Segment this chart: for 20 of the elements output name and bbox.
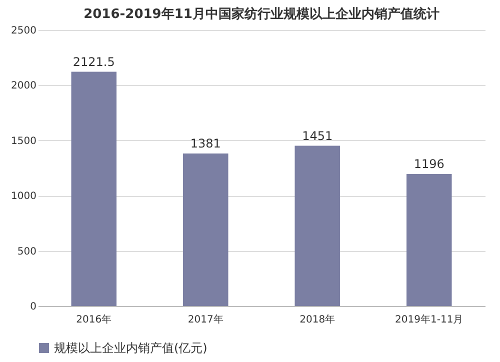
y-tick-label: 2500 bbox=[11, 26, 36, 36]
y-tick-label: 1500 bbox=[11, 136, 36, 147]
data-label: 1451 bbox=[302, 128, 333, 143]
data-label: 1196 bbox=[414, 156, 444, 171]
x-tick-label: 2018年 bbox=[300, 314, 336, 326]
bar bbox=[294, 146, 340, 306]
y-tick-label: 500 bbox=[17, 246, 36, 258]
y-tick-label: 2000 bbox=[11, 80, 36, 92]
y-tick-label: 0 bbox=[30, 302, 36, 312]
x-tick-label: 2017年 bbox=[188, 314, 224, 326]
bar bbox=[406, 174, 452, 306]
chart-title: 2016-2019年11月中国家纺行业规模以上企业内销产值统计 bbox=[84, 6, 440, 22]
bar bbox=[71, 72, 117, 306]
y-tick-label: 1000 bbox=[11, 191, 36, 202]
data-label: 2121.5 bbox=[72, 54, 115, 69]
legend-label: 规模以上企业内销产值(亿元) bbox=[54, 341, 208, 355]
bar bbox=[182, 154, 228, 306]
data-label: 1381 bbox=[190, 136, 221, 151]
x-tick-label: 2019年1-11月 bbox=[395, 314, 464, 326]
x-tick-label: 2016年 bbox=[76, 314, 112, 326]
